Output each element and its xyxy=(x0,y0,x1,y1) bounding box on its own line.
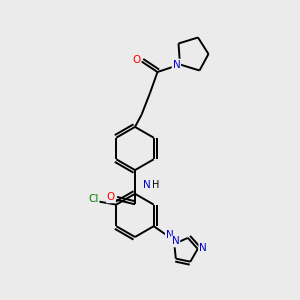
Text: N: N xyxy=(199,243,207,253)
Text: N: N xyxy=(172,236,179,247)
Text: N: N xyxy=(142,179,150,190)
Text: O: O xyxy=(107,192,115,203)
Text: H: H xyxy=(152,179,160,190)
Text: N: N xyxy=(172,59,180,70)
Text: O: O xyxy=(132,55,140,65)
Text: Cl: Cl xyxy=(88,194,99,204)
Text: N: N xyxy=(166,230,173,241)
